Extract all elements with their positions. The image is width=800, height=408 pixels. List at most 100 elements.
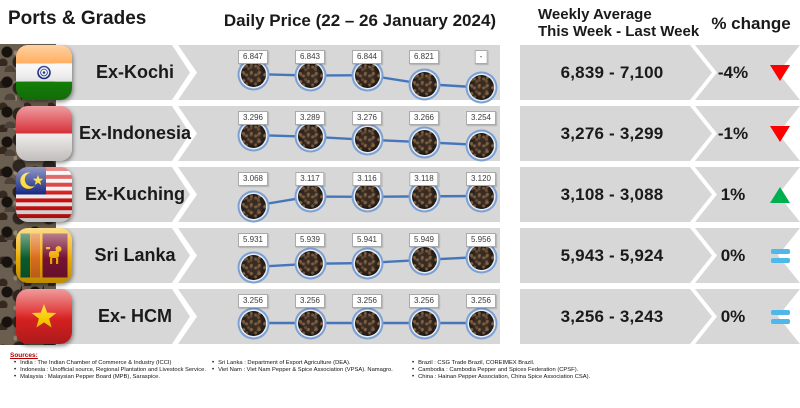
bullet-icon: • bbox=[14, 367, 17, 374]
pct-change-value: -4% bbox=[717, 63, 749, 82]
weekly-average-value: 6,839 - 7,100 bbox=[560, 63, 664, 82]
peppercorn-point-icon bbox=[297, 184, 323, 210]
peppercorn-point-icon bbox=[468, 244, 494, 270]
source-item: • Indonesia : Unofficial source, Regional… bbox=[14, 367, 212, 374]
price-label: 3.254 bbox=[465, 111, 497, 125]
price-label: 3.276 bbox=[351, 111, 383, 125]
bullet-icon: • bbox=[212, 360, 215, 366]
price-label: 3.256 bbox=[294, 294, 326, 308]
peppercorn-point-icon bbox=[240, 193, 266, 219]
indonesia-flag-icon bbox=[16, 106, 72, 161]
price-label: 5.941 bbox=[351, 233, 383, 247]
source-item: • Cambodia : Cambodia Pepper and Spices F… bbox=[412, 367, 662, 374]
daily-price-sparkline: 3.256 3.256 3.256 3.256 3.256 bbox=[178, 289, 500, 344]
source-item: • Sri Lanka : Department of Export Agricu… bbox=[212, 360, 412, 367]
peppercorn-point-icon bbox=[468, 132, 494, 158]
source-text: China : Hainan Pepper Association, China… bbox=[418, 374, 591, 381]
peppercorn-point-icon bbox=[354, 310, 380, 336]
pct-change-value: 1% bbox=[720, 185, 746, 204]
price-label: 5.931 bbox=[237, 233, 269, 247]
bullet-icon: • bbox=[212, 367, 215, 374]
source-text: Indonesia : Unofficial source, Regional … bbox=[20, 367, 206, 374]
pct-change-value: -1% bbox=[717, 124, 749, 143]
price-label: 3.068 bbox=[237, 172, 269, 186]
trend-indicator bbox=[768, 228, 792, 283]
bullet-icon: • bbox=[14, 374, 17, 381]
price-line bbox=[252, 72, 482, 89]
peppercorn-point-icon bbox=[411, 183, 437, 209]
daily-price-heading: Daily Price (22 – 26 January 2024) bbox=[223, 11, 497, 30]
port-name-label: Ex-Kuching bbox=[84, 184, 185, 204]
malaysia-flag-icon bbox=[16, 167, 72, 222]
peppercorn-point-icon bbox=[240, 61, 266, 87]
price-label: 6.843 bbox=[294, 50, 326, 64]
price-label: 3.116 bbox=[352, 172, 382, 186]
bullet-icon: • bbox=[412, 360, 415, 366]
ports-grades-heading: Ports & Grades bbox=[8, 8, 147, 29]
daily-price-sparkline: 3.296 3.289 3.276 3.266 3.254 bbox=[178, 106, 500, 161]
price-label: 3.256 bbox=[465, 294, 497, 308]
bullet-icon: • bbox=[14, 360, 17, 366]
chart-band bbox=[178, 45, 500, 100]
vietnam-flag-icon bbox=[16, 289, 72, 344]
price-label: 5.939 bbox=[294, 233, 326, 247]
price-label: 3.256 bbox=[351, 294, 383, 308]
weekly-average-band bbox=[520, 167, 712, 222]
peppercorn-point-icon bbox=[297, 63, 323, 89]
price-label: 6.847 bbox=[237, 50, 269, 64]
trend-indicator bbox=[768, 45, 792, 100]
source-text: Malaysia : Malaysian Pepper Board (MPB),… bbox=[20, 374, 160, 381]
peppercorn-point-icon bbox=[354, 250, 380, 276]
peppercorn-point-icon bbox=[468, 310, 494, 336]
peppercorn-point-icon bbox=[240, 122, 266, 148]
port-name-label: Ex-Kochi bbox=[95, 62, 174, 82]
weekly-average-value: 3,276 - 3,299 bbox=[560, 124, 664, 143]
up-triangle-icon bbox=[770, 186, 790, 203]
peppercorn-point-icon bbox=[468, 183, 494, 209]
port-name-band bbox=[55, 289, 190, 344]
price-label: 6.821 bbox=[408, 50, 440, 64]
price-label: 6.844 bbox=[351, 50, 383, 64]
weekly-average-heading: Weekly Average This Week - Last Week bbox=[538, 6, 738, 40]
peppercorn-point-icon bbox=[354, 62, 380, 88]
price-label: 3.289 bbox=[294, 111, 326, 125]
source-item: • China : Hainan Pepper Association, Chin… bbox=[412, 374, 662, 381]
trend-indicator bbox=[768, 167, 792, 222]
peppercorn-point-icon bbox=[297, 310, 323, 336]
weekly-average-value: 3,108 - 3,088 bbox=[560, 185, 664, 204]
equals-icon bbox=[770, 309, 790, 324]
peppercorn-point-icon bbox=[240, 310, 266, 336]
weekly-average-heading-line1: Weekly Average bbox=[538, 6, 652, 23]
weekly-average-value: 3,256 - 3,243 bbox=[560, 307, 664, 326]
source-text: Viet Nam : Viet Nam Pepper & Spice Assoc… bbox=[218, 367, 393, 374]
peppercorn-point-icon bbox=[468, 75, 494, 100]
peppercorn-point-icon bbox=[354, 127, 380, 153]
sources-footer: Sources: • India : The Indian Chamber of … bbox=[0, 351, 800, 407]
port-row-ex-kuching: Ex-Kuching 3.068 3.117 3.116 3.118 3.120 3,1… bbox=[0, 167, 800, 222]
weekly-average-band bbox=[520, 45, 712, 100]
sources-column-3: • Brazil : CSG Trade Brazil, COREIMEX Bra… bbox=[412, 360, 662, 382]
chart-band bbox=[178, 167, 500, 222]
weekly-average-band bbox=[520, 289, 712, 344]
chart-band bbox=[178, 106, 500, 161]
pct-change-value: 0% bbox=[720, 307, 746, 326]
price-label: 3.256 bbox=[408, 294, 440, 308]
source-text: Brazil : CSG Trade Brazil, COREIMEX Braz… bbox=[418, 360, 535, 366]
price-label: - bbox=[474, 50, 488, 64]
sources-title: Sources: bbox=[10, 352, 38, 359]
source-text: Cambodia : Cambodia Pepper and Spices Fe… bbox=[418, 367, 579, 374]
price-label: 3.120 bbox=[465, 172, 497, 186]
peppercorn-point-icon bbox=[297, 251, 323, 277]
daily-price-sparkline: 5.931 5.939 5.941 5.949 5.956 bbox=[178, 228, 500, 283]
price-label: 3.256 bbox=[237, 294, 269, 308]
peppercorn-point-icon bbox=[411, 129, 437, 155]
price-line bbox=[252, 255, 482, 269]
source-text: Sri Lanka : Department of Export Agricul… bbox=[218, 360, 351, 366]
price-line bbox=[252, 133, 482, 147]
port-name-label: Sri Lanka bbox=[94, 245, 176, 265]
pct-change-heading: % change bbox=[711, 14, 791, 33]
chart-band bbox=[178, 289, 500, 344]
port-name-label: Ex- HCM bbox=[97, 306, 172, 326]
chart-band bbox=[178, 228, 500, 283]
